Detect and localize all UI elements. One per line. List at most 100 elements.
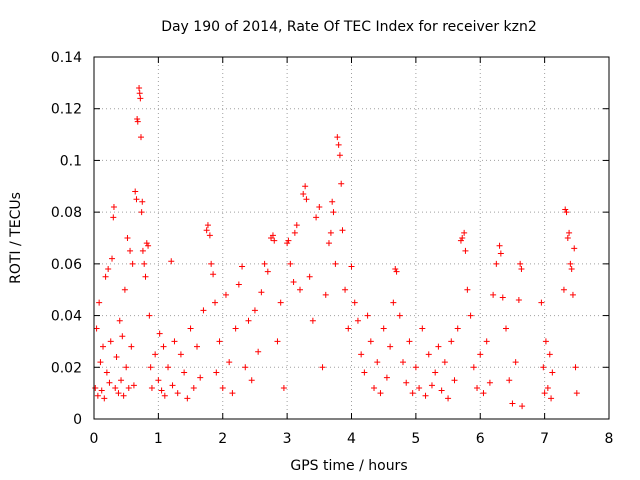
data-point xyxy=(128,343,135,350)
data-point xyxy=(184,395,191,402)
grid xyxy=(94,57,609,419)
data-point xyxy=(258,289,265,296)
data-point xyxy=(549,369,556,376)
data-point xyxy=(116,317,123,324)
data-point xyxy=(313,214,320,221)
data-point xyxy=(477,351,484,358)
data-point xyxy=(428,382,435,389)
data-point xyxy=(93,325,100,332)
data-point xyxy=(297,286,303,293)
data-point xyxy=(235,281,242,288)
data-point xyxy=(169,382,176,389)
data-point xyxy=(367,338,374,345)
data-point xyxy=(361,369,368,376)
data-point xyxy=(396,312,403,319)
data-point xyxy=(338,180,345,187)
x-tick-label: 8 xyxy=(605,431,614,447)
y-tick-label: 0.12 xyxy=(51,102,82,118)
data-point xyxy=(300,191,307,198)
data-point xyxy=(139,247,146,254)
data-point xyxy=(432,369,439,376)
data-point xyxy=(102,273,109,280)
data-point xyxy=(445,395,452,402)
data-point xyxy=(371,384,378,391)
y-tick-label: 0.02 xyxy=(51,360,82,376)
data-point xyxy=(567,260,574,267)
data-point xyxy=(538,299,545,306)
data-point xyxy=(156,330,163,337)
data-point xyxy=(293,222,300,229)
data-point xyxy=(451,377,458,384)
data-point xyxy=(345,325,352,332)
data-point xyxy=(329,198,336,205)
data-point xyxy=(383,374,390,381)
data-point xyxy=(454,325,461,332)
data-point xyxy=(94,392,101,399)
data-point xyxy=(124,235,131,241)
data-point xyxy=(470,364,477,371)
data-point xyxy=(419,325,426,332)
y-tick-labels: 0 0.02 0.04 0.06 0.08 0.1 0.12 0.14 xyxy=(51,50,82,428)
data-point xyxy=(204,222,211,229)
data-point xyxy=(566,229,573,236)
data-point xyxy=(409,390,416,397)
data-point xyxy=(212,299,219,306)
data-point xyxy=(322,291,329,298)
data-point xyxy=(563,209,570,216)
data-point xyxy=(147,364,154,371)
data-point xyxy=(569,291,576,298)
data-point xyxy=(287,260,294,267)
data-point xyxy=(291,229,298,236)
data-point xyxy=(171,338,178,345)
data-point xyxy=(136,90,143,97)
data-point xyxy=(335,141,342,148)
data-point xyxy=(187,325,194,332)
data-point xyxy=(155,377,162,384)
data-point xyxy=(483,338,490,345)
data-points xyxy=(92,85,580,410)
data-point xyxy=(216,338,223,345)
data-point xyxy=(342,286,349,293)
data-point xyxy=(219,384,226,391)
data-point xyxy=(416,384,423,391)
data-point xyxy=(127,247,134,254)
data-point xyxy=(232,325,239,332)
data-point xyxy=(316,203,323,210)
data-point xyxy=(152,351,159,358)
data-point xyxy=(177,351,184,358)
x-tick-label: 4 xyxy=(347,431,356,447)
data-point xyxy=(290,278,297,285)
data-point xyxy=(141,260,148,267)
data-point xyxy=(120,392,127,399)
data-point xyxy=(229,390,236,397)
data-point xyxy=(380,325,387,332)
data-point xyxy=(206,232,213,239)
data-point xyxy=(330,209,337,216)
data-point xyxy=(197,374,204,381)
data-point xyxy=(264,268,271,275)
y-tick-label: 0.14 xyxy=(51,50,82,66)
data-point xyxy=(572,364,579,371)
data-point xyxy=(560,286,567,293)
data-point xyxy=(364,312,371,319)
data-point xyxy=(496,242,503,249)
data-point xyxy=(497,250,504,257)
axis-ticks xyxy=(93,56,610,420)
data-point xyxy=(506,377,513,384)
data-point xyxy=(251,307,258,314)
data-point xyxy=(121,286,128,293)
data-point xyxy=(113,353,120,360)
data-point xyxy=(142,273,149,280)
data-point xyxy=(327,229,334,236)
data-point xyxy=(118,377,125,384)
data-point xyxy=(462,247,469,254)
data-point xyxy=(562,206,569,213)
data-point xyxy=(92,384,99,391)
data-point xyxy=(125,384,132,391)
data-point xyxy=(133,196,140,203)
data-point xyxy=(245,317,252,324)
data-point xyxy=(518,266,525,273)
data-point xyxy=(271,237,278,244)
data-point xyxy=(334,134,341,141)
